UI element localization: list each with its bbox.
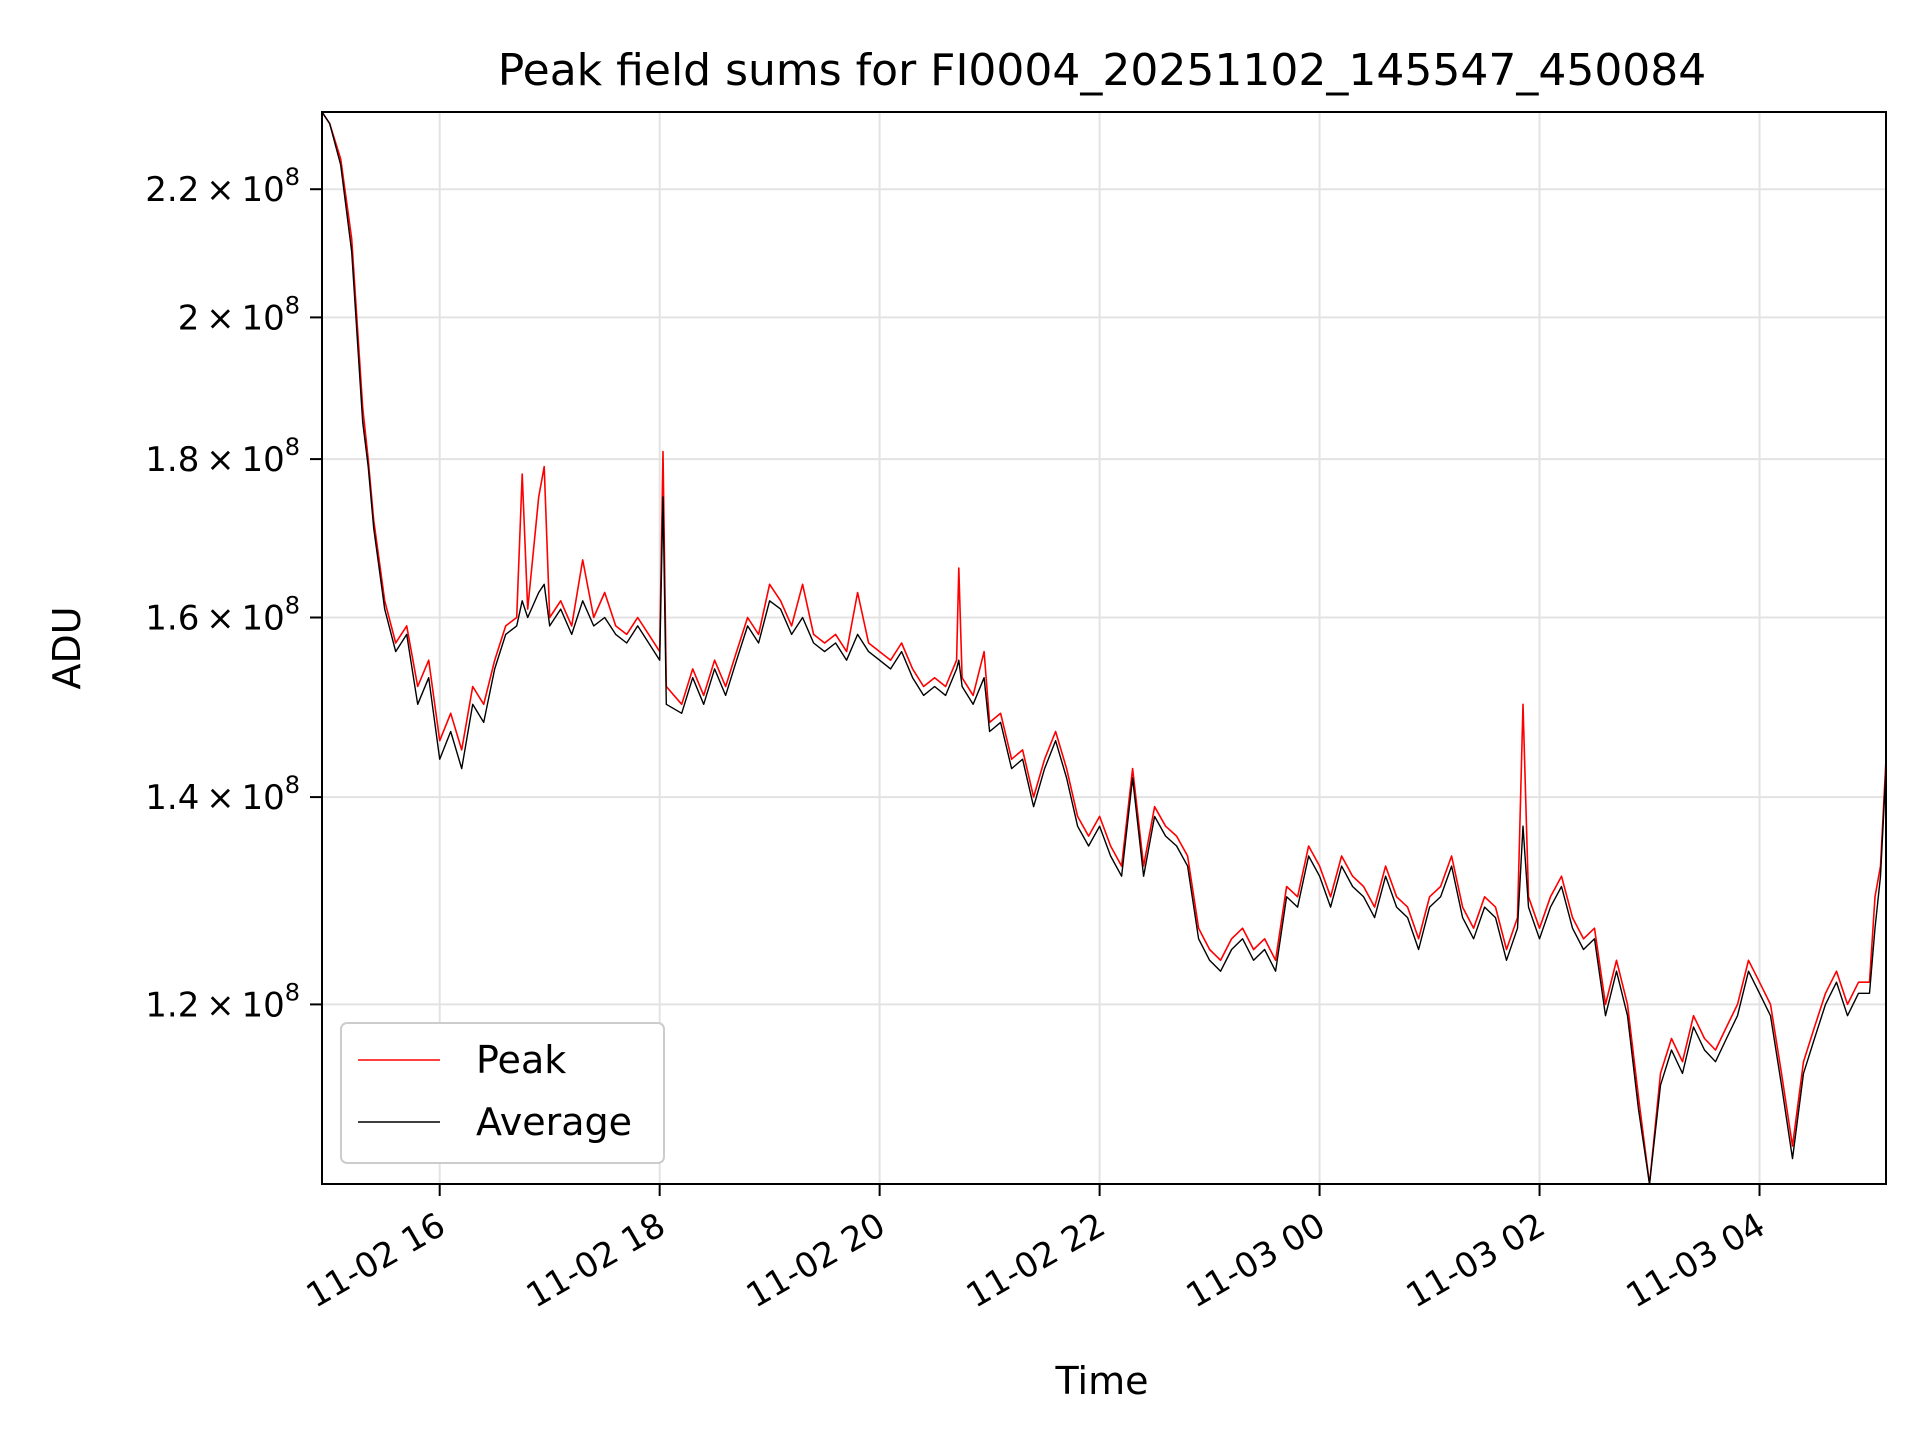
series-line-average — [322, 112, 1886, 1184]
y-tick-label: 2.2 × 108 — [145, 163, 300, 210]
y-tick-times: × 10 — [199, 599, 284, 639]
y-tick-exponent: 8 — [285, 592, 300, 620]
y-tick-exponent: 8 — [285, 163, 300, 191]
y-tick-times: × 10 — [199, 985, 284, 1025]
y-tick-exponent: 8 — [285, 433, 300, 461]
y-tick-mantissa: 2.2 — [145, 170, 199, 210]
y-tick-exponent: 8 — [285, 978, 300, 1006]
y-tick-exponent: 8 — [285, 291, 300, 319]
y-tick-mantissa: 1.4 — [145, 778, 199, 818]
y-tick-times: × 10 — [199, 298, 284, 338]
legend-label-average: Average — [476, 1100, 632, 1144]
svg-text:1.6 × 108: 1.6 × 108 — [145, 592, 300, 639]
y-tick-exponent: 8 — [285, 771, 300, 799]
y-tick-mantissa: 1.2 — [145, 985, 199, 1025]
series-layer — [322, 112, 1886, 1184]
svg-text:2.2 × 108: 2.2 × 108 — [145, 163, 300, 210]
y-tick-label: 2 × 108 — [178, 291, 300, 338]
series-line-peak — [322, 112, 1886, 1184]
legend: Peak Average — [340, 1022, 665, 1164]
svg-text:1.4 × 108: 1.4 × 108 — [145, 771, 300, 818]
legend-frame — [340, 1022, 665, 1164]
y-tick-label: 1.8 × 108 — [145, 433, 300, 480]
svg-text:1.2 × 108: 1.2 × 108 — [145, 978, 300, 1025]
y-tick-mantissa: 1.8 — [145, 440, 199, 480]
y-tick-times: × 10 — [199, 778, 284, 818]
chart-title: Peak field sums for FI0004_20251102_1455… — [498, 45, 1707, 96]
svg-text:2 × 108: 2 × 108 — [178, 291, 300, 338]
y-tick-label: 1.2 × 108 — [145, 978, 300, 1025]
y-tick-mantissa: 2 — [178, 298, 200, 338]
y-tick-times: × 10 — [199, 170, 284, 210]
plot-frame — [321, 111, 1887, 1185]
y-tick-times: × 10 — [199, 440, 284, 480]
svg-text:1.8 × 108: 1.8 × 108 — [145, 433, 300, 480]
y-tick-label: 1.4 × 108 — [145, 771, 300, 818]
grid — [322, 112, 1886, 1184]
y-tick-mantissa: 1.6 — [145, 599, 199, 639]
x-axis-label: Time — [1055, 1359, 1149, 1403]
y-axis-label: ADU — [45, 606, 89, 689]
y-tick-label: 1.6 × 108 — [145, 592, 300, 639]
legend-label-peak: Peak — [476, 1038, 566, 1082]
